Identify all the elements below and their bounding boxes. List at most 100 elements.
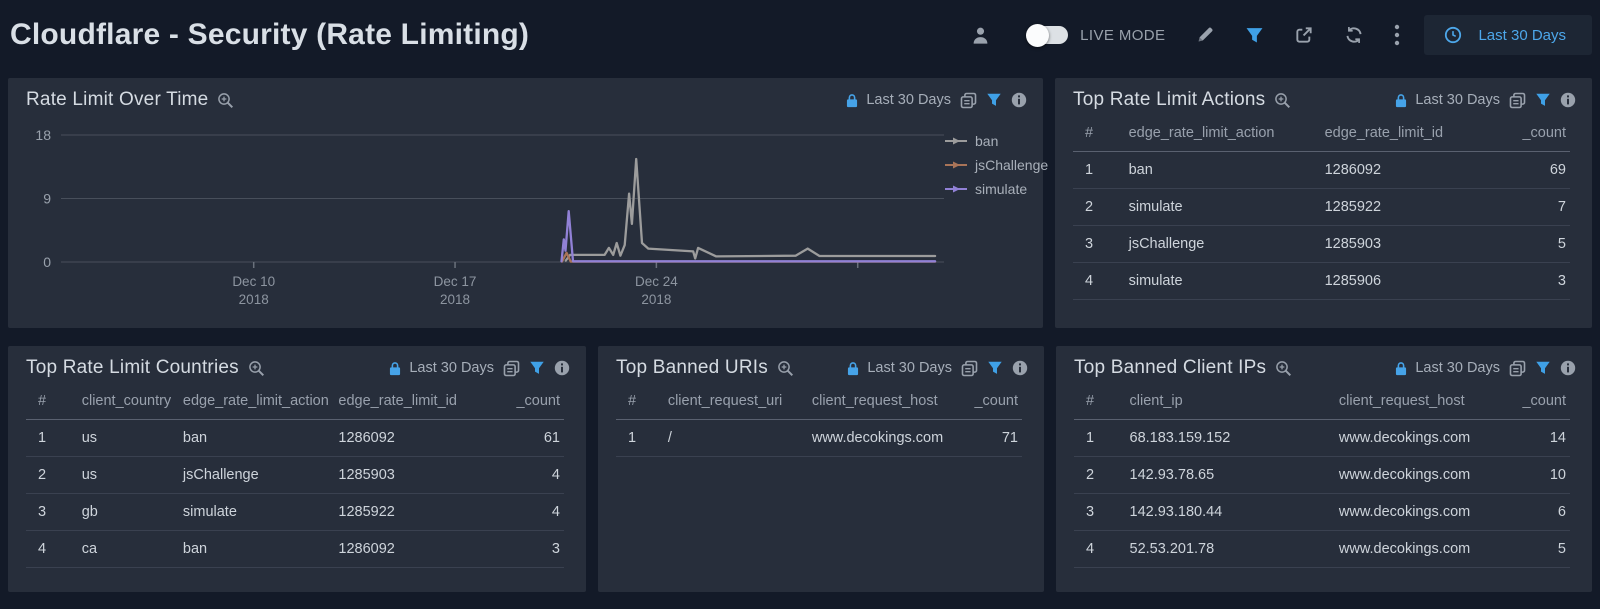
copy-icon[interactable] [960,92,977,109]
column-header--count: _count [1484,119,1570,152]
table-row[interactable]: 2 us jsChallenge 1285903 4 [26,456,564,494]
legend-item-simulate[interactable]: simulate [945,177,1048,201]
cell: 4 [1074,530,1126,568]
panel-time-range-chip[interactable]: Last 30 Days [388,360,494,376]
cell: 1286092 [334,419,473,457]
copy-icon[interactable] [1509,92,1526,109]
cell: 61 [472,419,564,457]
header-controls: LIVE MODE Last 30 Days [971,15,1592,55]
table-header-row: # edge_rate_limit_action edge_rate_limit_i… [1073,119,1570,152]
copy-icon[interactable] [961,360,978,377]
table-row[interactable]: 3 jsChallenge 1285903 5 [1073,225,1570,263]
copy-icon[interactable] [1509,360,1526,377]
column-header-client-request-host: client_request_host [807,387,952,420]
table-row[interactable]: 1 ban 1286092 69 [1073,151,1570,189]
panel-header: Rate Limit Over Time Last 30 Days [8,78,1043,115]
refresh-icon[interactable] [1344,25,1364,45]
lock-icon [846,361,860,376]
info-icon[interactable] [1011,92,1027,108]
info-icon[interactable] [1560,92,1576,108]
panel-time-range-chip[interactable]: Last 30 Days [1394,92,1500,108]
table-row[interactable]: 4 simulate 1285906 3 [1073,262,1570,300]
y-axis-tick-label: 9 [43,191,51,207]
table-row[interactable]: 2 simulate 1285922 7 [1073,188,1570,226]
legend-item-jsChallenge[interactable]: jsChallenge [945,153,1048,177]
chart-legend: ban jsChallenge simulate [945,129,1048,201]
table-row[interactable]: 3 gb simulate 1285922 4 [26,493,564,531]
cell: 1285906 [1320,262,1485,300]
zoom-in-icon[interactable] [248,360,265,377]
cell: us [77,419,179,457]
time-range-button[interactable]: Last 30 Days [1424,15,1592,55]
info-icon[interactable] [1012,360,1028,376]
rate-limit-time-series-chart[interactable]: 0 9 18 Dec 10 2018 Dec 17 2018 Dec 24 2018 [16,115,956,313]
panel-time-range-chip[interactable]: Last 30 Days [845,92,951,108]
cell: 4 [472,456,564,494]
table-header-row: # client_request_uri client_request_host _c… [616,387,1022,420]
series-line-simulate [560,210,937,263]
column-header-client-ip: client_ip [1125,387,1335,420]
cell: 142.93.78.65 [1125,456,1335,494]
toggle-knob [1026,23,1050,47]
column-header--: # [616,387,664,420]
cell: / [663,419,808,457]
filter-funnel-icon[interactable] [1535,360,1551,376]
cell: ban [178,419,335,457]
table-row[interactable]: 4 52.53.201.78 www.decokings.com 5 [1074,530,1570,568]
cell: gb [77,493,179,531]
zoom-in-icon[interactable] [1275,360,1292,377]
legend-label: jsChallenge [975,157,1049,173]
cell: 4 [26,530,78,568]
table-row[interactable]: 2 142.93.78.65 www.decokings.com 10 [1074,456,1570,494]
zoom-in-icon[interactable] [217,92,234,109]
panel-header: Top Rate Limit Countries Last 30 Days [8,346,586,383]
filter-funnel-icon[interactable] [986,92,1002,108]
cell: 4 [472,493,564,531]
column-header--: # [1074,387,1126,420]
top-rate-limit-actions-table: # edge_rate_limit_action edge_rate_limit_i… [1073,119,1570,300]
column-header--count: _count [951,387,1022,420]
cell: 1285922 [334,493,473,531]
cell: 1286092 [334,530,473,568]
live-mode-toggle[interactable] [1026,23,1069,47]
filter-funnel-icon[interactable] [1245,26,1264,45]
table-row[interactable]: 1 us ban 1286092 61 [26,419,564,457]
panel-time-range-chip[interactable]: Last 30 Days [846,360,952,376]
cell: 7 [1484,188,1570,226]
cell: ban [1124,151,1321,189]
legend-item-ban[interactable]: ban [945,129,1048,153]
info-icon[interactable] [554,360,570,376]
column-header-edge-rate-limit-action: edge_rate_limit_action [178,387,335,420]
cell: www.decokings.com [807,419,952,457]
x-axis-tick-label: Dec 10 [232,274,275,289]
table-row[interactable]: 1 68.183.159.152 www.decokings.com 14 [1074,419,1570,457]
edit-pencil-icon[interactable] [1195,25,1215,45]
filter-funnel-icon[interactable] [987,360,1003,376]
info-icon[interactable] [1560,360,1576,376]
dashboard-title: Cloudflare - Security (Rate Limiting) [10,18,530,51]
more-kebab-icon[interactable] [1394,24,1400,46]
panel-title: Top Rate Limit Countries [26,357,239,378]
x-axis-tick-label: Dec 24 [635,274,678,289]
zoom-in-icon[interactable] [777,360,794,377]
table-row[interactable]: 1/www.decokings.com 71 [616,419,1022,457]
panel-time-range-chip[interactable]: Last 30 Days [1394,360,1500,376]
panel-time-range-label: Last 30 Days [409,360,494,376]
cell: 3 [472,530,564,568]
user-icon[interactable] [971,26,990,45]
lock-icon [388,361,402,376]
cell: 3 [1074,493,1126,531]
cell: 1285922 [1320,188,1485,226]
filter-funnel-icon[interactable] [529,360,545,376]
panel-time-range-label: Last 30 Days [866,92,951,108]
zoom-in-icon[interactable] [1274,92,1291,109]
table-row[interactable]: 4 ca ban 1286092 3 [26,530,564,568]
copy-icon[interactable] [503,360,520,377]
cell: 5 [1493,530,1570,568]
share-icon[interactable] [1294,25,1314,45]
cell: 2 [1073,188,1125,226]
filter-funnel-icon[interactable] [1535,92,1551,108]
y-axis-tick-label: 0 [43,254,51,270]
table-row[interactable]: 3 142.93.180.44 www.decokings.com 6 [1074,493,1570,531]
